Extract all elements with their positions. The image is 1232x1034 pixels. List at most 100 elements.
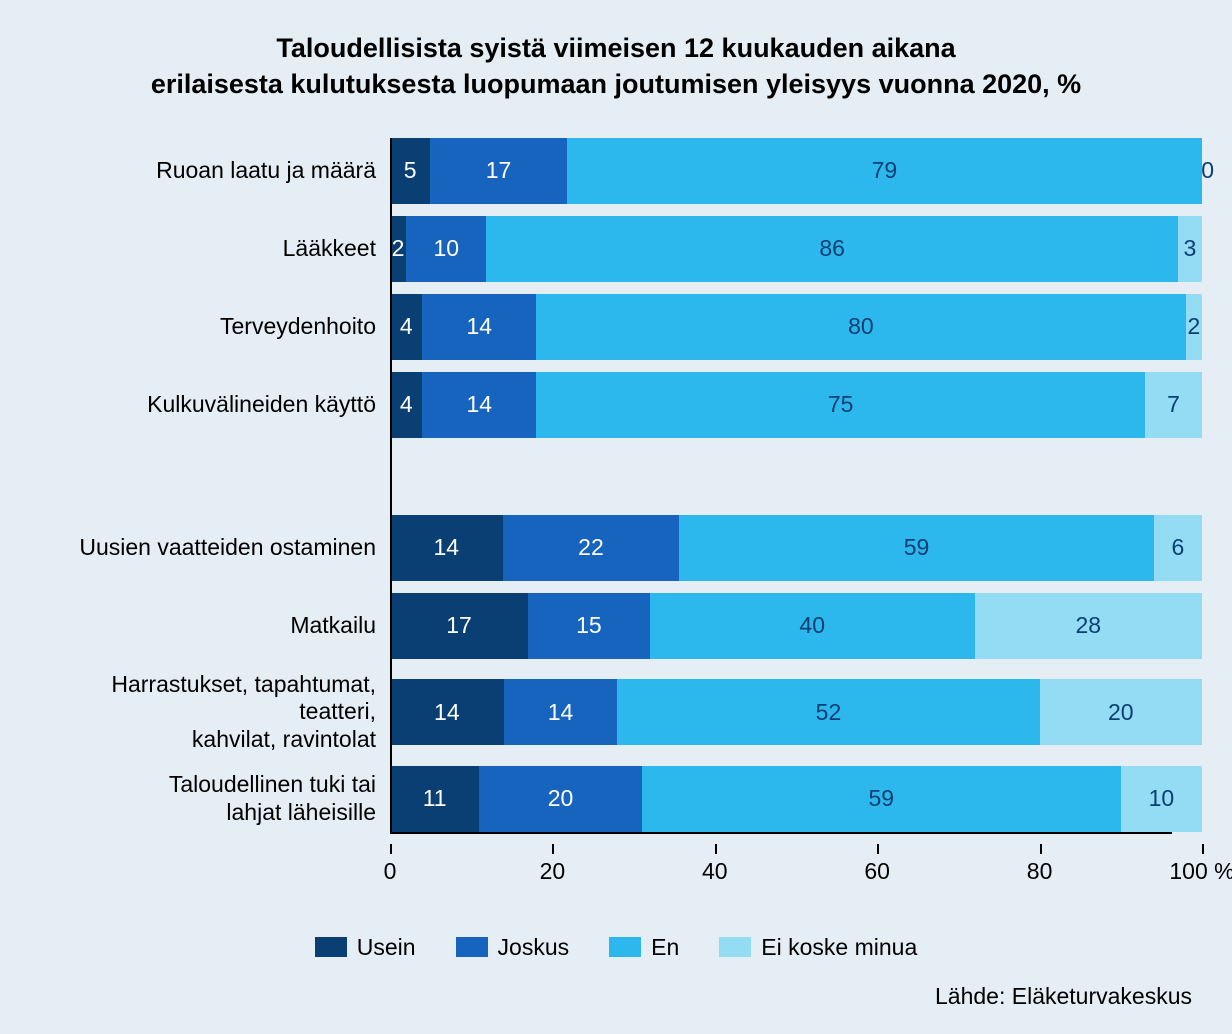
plot-area: Ruoan laatu ja määrä 517790 Lääkkeet 210… <box>30 138 1202 832</box>
bar-value: 17 <box>446 612 472 639</box>
legend-label: En <box>651 934 679 961</box>
legend-swatch <box>456 937 488 957</box>
bar-value: 14 <box>433 534 459 561</box>
bar-stack: 14 22 59 6 <box>390 515 1202 581</box>
legend: Usein Joskus En Ei koske minua <box>30 934 1202 961</box>
bar-value: 4 <box>400 391 413 418</box>
x-tick: 0 <box>390 844 392 884</box>
source-label: Lähde: Eläketurvakeskus <box>30 983 1202 1010</box>
legend-swatch <box>719 937 751 957</box>
bar-value: 6 <box>1171 534 1184 561</box>
bar-segment-usein: 14 <box>390 679 504 745</box>
legend-item: Joskus <box>456 934 570 961</box>
bar-segment-eikoske: 6 <box>1154 515 1202 581</box>
x-tick: 20 <box>552 844 554 884</box>
bar-segment-en: 79 <box>567 138 1202 204</box>
bar-value: 2 <box>1187 313 1200 340</box>
bar-row: Matkailu 17154028 <box>30 593 1202 659</box>
row-label-line: Taloudellinen tuki tai <box>30 771 376 799</box>
bar-track: 4 14 80 2 <box>390 294 1202 360</box>
bar-value: 14 <box>548 699 574 726</box>
bar-value: 15 <box>576 612 602 639</box>
bar-value: 22 <box>578 534 604 561</box>
bar-value: 17 <box>486 157 512 184</box>
bar-row: Taloudellinen tuki tailahjat läheisille … <box>30 766 1202 832</box>
bar-value: 7 <box>1167 391 1180 418</box>
bar-row: Ruoan laatu ja määrä 517790 <box>30 138 1202 204</box>
bar-segment-eikoske: 7 <box>1145 372 1202 438</box>
bar-value: 86 <box>819 235 845 262</box>
bar-segment-en: 52 <box>617 679 1039 745</box>
bar-track: 517790 <box>390 138 1202 204</box>
tick-label: 40 <box>702 858 728 885</box>
tick-mark <box>715 844 717 854</box>
bar-segment-eikoske: 2 <box>1186 294 1202 360</box>
bar-segment-joskus: 10 <box>406 216 486 282</box>
legend-swatch <box>315 937 347 957</box>
bar-value: 11 <box>423 785 447 812</box>
legend-item: En <box>609 934 679 961</box>
bar-value: 20 <box>548 785 574 812</box>
title-line: Taloudellisista syistä viimeisen 12 kuuk… <box>30 30 1202 66</box>
bar-value: 20 <box>1108 699 1134 726</box>
tick-mark <box>1040 844 1042 854</box>
x-tick: 100 % <box>1202 844 1204 884</box>
bar-segment-usein: 2 <box>390 216 406 282</box>
bar-value: 4 <box>400 313 413 340</box>
bar-segment-usein: 17 <box>390 593 528 659</box>
tick-label: 0 <box>384 858 397 885</box>
bar-stack: 517790 <box>390 138 1202 204</box>
bar-segment-en: 59 <box>642 766 1121 832</box>
bar-segment-joskus: 22 <box>503 515 680 581</box>
row-label: Taloudellinen tuki tailahjat läheisille <box>30 771 390 826</box>
bar-segment-en: 86 <box>486 216 1177 282</box>
x-axis: 0 20 40 60 80 100 % <box>390 844 1202 884</box>
legend-label: Joskus <box>498 934 570 961</box>
x-axis-line <box>390 832 1172 834</box>
chart-container: Taloudellisista syistä viimeisen 12 kuuk… <box>0 0 1232 1030</box>
bar-segment-eikoske: 10 <box>1121 766 1202 832</box>
bar-segment-en: 80 <box>536 294 1186 360</box>
bar-track: 14 14 52 20 <box>390 679 1202 745</box>
tick-mark <box>552 844 554 854</box>
bar-segment-usein: 14 <box>390 515 503 581</box>
row-label: Harrastukset, tapahtumat, teatteri,kahvi… <box>30 671 390 754</box>
legend-item: Ei koske minua <box>719 934 917 961</box>
chart-title: Taloudellisista syistä viimeisen 12 kuuk… <box>30 30 1202 103</box>
x-tick: 80 <box>1040 844 1042 884</box>
x-tick: 40 <box>715 844 717 884</box>
bar-segment-usein: 4 <box>390 294 422 360</box>
bar-track: 11 20 59 10 <box>390 766 1202 832</box>
bar-value: 75 <box>828 391 854 418</box>
legend-item: Usein <box>315 934 416 961</box>
bar-value: 14 <box>467 313 493 340</box>
row-label: Kulkuvälineiden käyttö <box>30 391 390 419</box>
row-label: Matkailu <box>30 612 390 640</box>
bar-value: 10 <box>1149 785 1175 812</box>
bar-value: 5 <box>404 157 417 184</box>
row-label-line: kahvilat, ravintolat <box>30 726 376 754</box>
bar-segment-en: 59 <box>679 515 1153 581</box>
tick-label: 100 % <box>1169 858 1232 885</box>
bar-stack: 17154028 <box>390 593 1202 659</box>
bar-value: 80 <box>848 313 874 340</box>
bar-segment-eikoske: 3 <box>1178 216 1202 282</box>
bar-row: Terveydenhoito 414802 <box>30 294 1202 360</box>
bar-segment-joskus: 20 <box>479 766 641 832</box>
bar-segment-usein: 11 <box>390 766 479 832</box>
bar-value: 10 <box>433 235 459 262</box>
tick-mark <box>390 844 392 854</box>
bar-value: 3 <box>1184 235 1197 262</box>
bar-value: 52 <box>816 699 842 726</box>
bar-track: 14 22 59 6 <box>390 515 1202 581</box>
tick-label: 20 <box>540 858 566 885</box>
x-tick: 60 <box>877 844 879 884</box>
bar-value: 59 <box>868 785 894 812</box>
bar-value: 59 <box>904 534 930 561</box>
bar-track: 2 10 86 3 <box>390 216 1202 282</box>
bar-segment-en: 40 <box>650 593 975 659</box>
bar-segment-en: 75 <box>536 372 1145 438</box>
tick-mark <box>1202 844 1204 854</box>
bar-stack: 11 20 59 10 <box>390 766 1202 832</box>
bar-track: 17154028 <box>390 593 1202 659</box>
